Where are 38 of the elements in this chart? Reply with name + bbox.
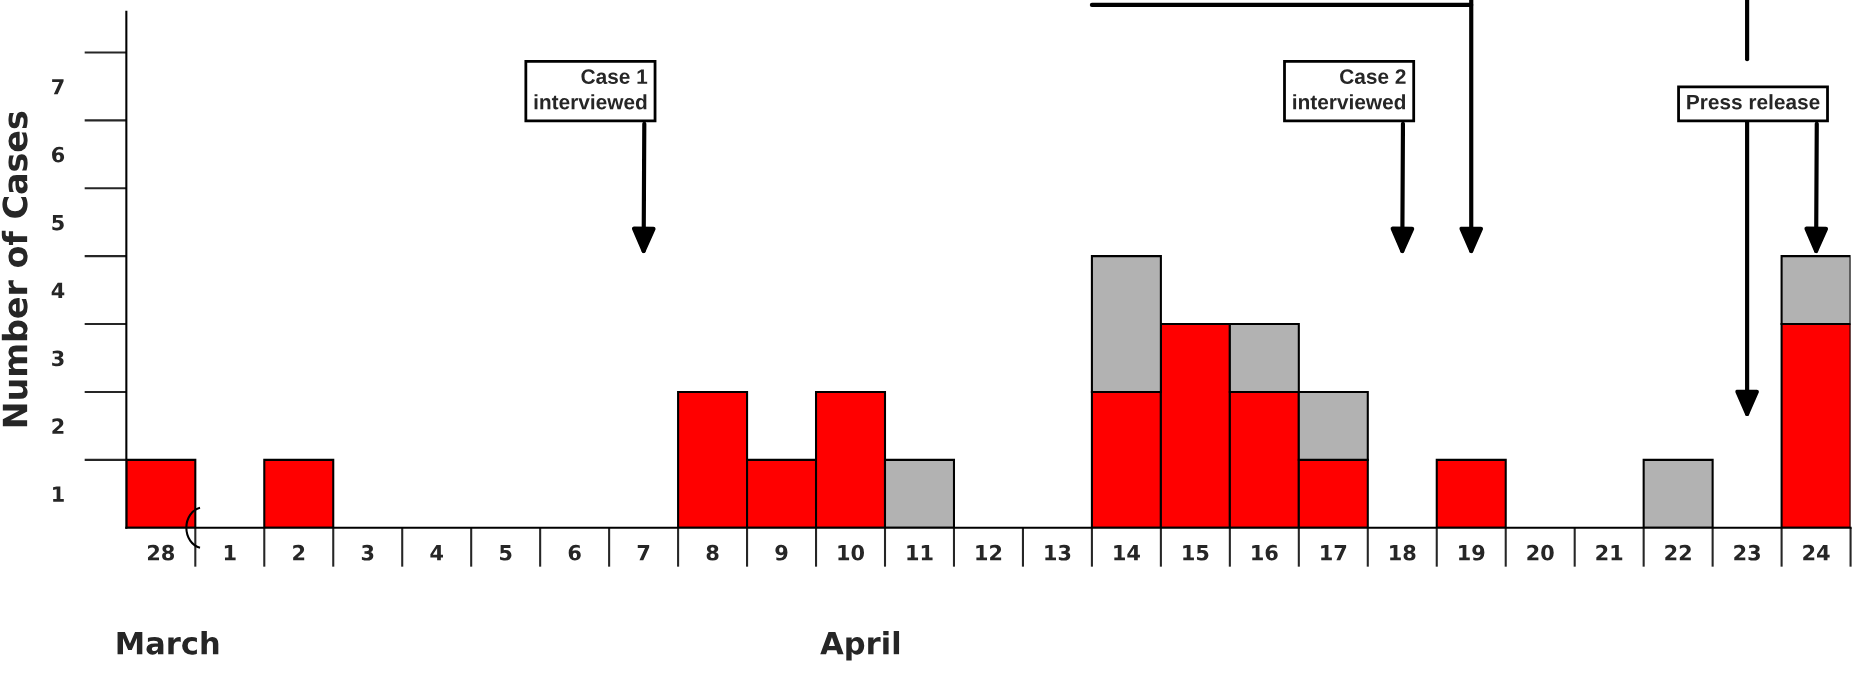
x-tick-label: 20 xyxy=(1527,544,1554,561)
y-tick-label: 2 xyxy=(52,418,64,434)
text: March xyxy=(117,630,219,655)
y-tick-label: 1 xyxy=(53,486,64,502)
annotation: Press release xyxy=(1687,94,1820,110)
x-tick-label: 3 xyxy=(361,544,374,561)
x-tick-label: 15 xyxy=(1183,545,1209,561)
x-tick-label: 24 xyxy=(1803,544,1830,561)
y-tick-label: 3 xyxy=(52,350,64,367)
x-tick-label: 9 xyxy=(775,544,788,561)
y-tick-label: 6 xyxy=(52,146,65,163)
x-tick-label: 28 xyxy=(147,544,175,561)
text: April xyxy=(820,630,900,661)
x-tick-label: 11 xyxy=(907,545,933,561)
x-tick-label: 16 xyxy=(1252,544,1278,561)
x-tick-label: 17 xyxy=(1321,545,1347,561)
x-tick-label: 5 xyxy=(500,545,512,561)
y-tick-label: 5 xyxy=(52,214,64,231)
x-tick-label: 6 xyxy=(568,544,581,561)
x-tick-label: 1 xyxy=(224,545,236,561)
annotation: Case 1 interviewed xyxy=(534,69,648,110)
y-tick-label: 7 xyxy=(52,79,64,95)
x-tick-label: 13 xyxy=(1045,544,1071,561)
x-tick-label: 12 xyxy=(976,544,1002,561)
x-tick-label: 10 xyxy=(838,544,865,561)
x-tick-label: 7 xyxy=(637,545,650,561)
x-tick-label: 18 xyxy=(1390,544,1416,561)
x-tick-label: 22 xyxy=(1665,544,1691,561)
x-tick-label: 23 xyxy=(1734,544,1760,561)
y-tick-label: 4 xyxy=(51,282,65,299)
x-tick-label: 19 xyxy=(1459,544,1485,561)
x-tick-label: 8 xyxy=(706,544,719,561)
y-axis-title: Number of Cases xyxy=(1,111,28,427)
x-tick-label: 14 xyxy=(1114,545,1140,561)
x-tick-label: 2 xyxy=(293,544,305,561)
x-tick-label: 4 xyxy=(430,545,443,561)
annotation: Case 2 interviewed xyxy=(1293,69,1406,110)
x-tick-label: 21 xyxy=(1596,544,1623,561)
